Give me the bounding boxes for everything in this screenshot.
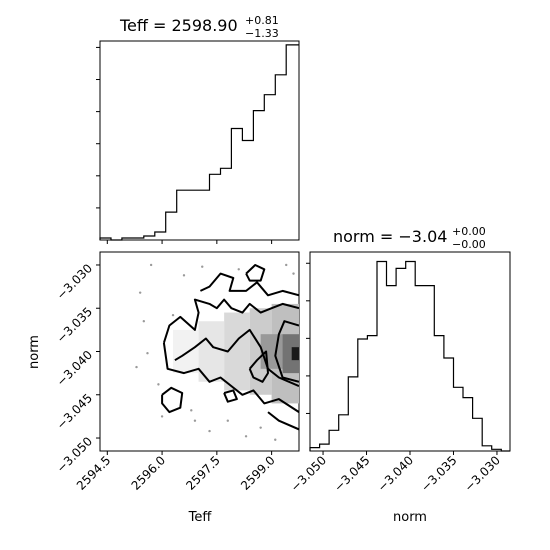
density-cell [173, 329, 199, 374]
density-cell [291, 347, 299, 361]
scatter-point [138, 291, 142, 294]
scatter-point [171, 313, 175, 317]
norm-histogram-frame [309, 251, 511, 452]
contour-line [162, 298, 299, 344]
teff-histogram-step-line [99, 44, 299, 241]
teff-histogram-frame [99, 40, 300, 241]
x-axis-label-teff: Teff [188, 510, 213, 525]
contour-xtick-label: 2599.0 [238, 453, 278, 493]
scatter-point [244, 435, 248, 438]
scatter-point [193, 419, 197, 422]
teff-title-upper-error: +0.81 [245, 14, 279, 27]
scatter-point [157, 383, 160, 386]
norm-histogram-xtick-label: −3.050 [288, 453, 329, 494]
norm-title: norm = −3.04 [333, 227, 447, 246]
norm-title-lower-error: −0.00 [452, 238, 486, 251]
contour-line [199, 272, 299, 297]
contour-line [248, 350, 269, 383]
contour-line [161, 386, 184, 414]
scatter-point [292, 272, 295, 275]
density-cell [282, 334, 299, 374]
scatter-point [135, 365, 138, 369]
y-axis-label-norm: norm [27, 335, 42, 369]
contour-ytick-label: −3.045 [54, 391, 95, 432]
contour-line [267, 411, 299, 431]
teff-title-lower-error: −1.33 [245, 27, 279, 40]
scatter-point [190, 409, 193, 412]
density-cell [198, 321, 225, 382]
scatter-point [285, 263, 288, 267]
norm-histogram-xtick-label: −3.040 [375, 453, 416, 494]
scatter-point [208, 429, 211, 433]
norm-histogram-xtick-label: −3.030 [462, 453, 503, 494]
teff-title: Teff = 2598.90 [119, 16, 238, 35]
contour-xtick-label: 2596.0 [129, 453, 169, 493]
scatter-point [146, 352, 149, 355]
scatter-point [274, 438, 277, 441]
norm-title-upper-error: +0.00 [452, 225, 486, 238]
contour-line [174, 328, 299, 388]
density-cell [260, 334, 283, 369]
contour-line [162, 342, 299, 413]
scatter-point [201, 265, 204, 268]
contour-line [274, 320, 299, 383]
scatter-point [259, 426, 262, 429]
contour-ytick-label: −3.040 [54, 348, 95, 389]
norm-histogram-xtick-label: −3.045 [331, 453, 372, 494]
norm-histogram: −3.050 −3.045 −3.040 −3.035 −3.030 [288, 260, 510, 495]
scatter-point [182, 274, 186, 277]
scatter-point [226, 419, 229, 422]
contour-xtick-label: 2597.5 [183, 453, 223, 493]
x-axis-label-norm: norm [393, 510, 427, 525]
scatter-point [149, 263, 153, 267]
contour-line [245, 264, 266, 282]
norm-histogram-step-line [309, 260, 510, 452]
teff-histogram [96, 44, 299, 244]
contour-ytick-label: −3.035 [54, 304, 95, 345]
norm-histogram-xtick-label: −3.035 [418, 453, 459, 494]
scatter-point [142, 320, 146, 323]
scatter-point [160, 415, 164, 418]
teff-norm-contour: 2594.5 2596.0 2597.5 2599.0−3.030−3.035−3.0… [54, 261, 299, 493]
contour-line [223, 389, 238, 403]
contour-ytick-label: −3.030 [54, 261, 95, 302]
scatter-point [237, 268, 240, 271]
